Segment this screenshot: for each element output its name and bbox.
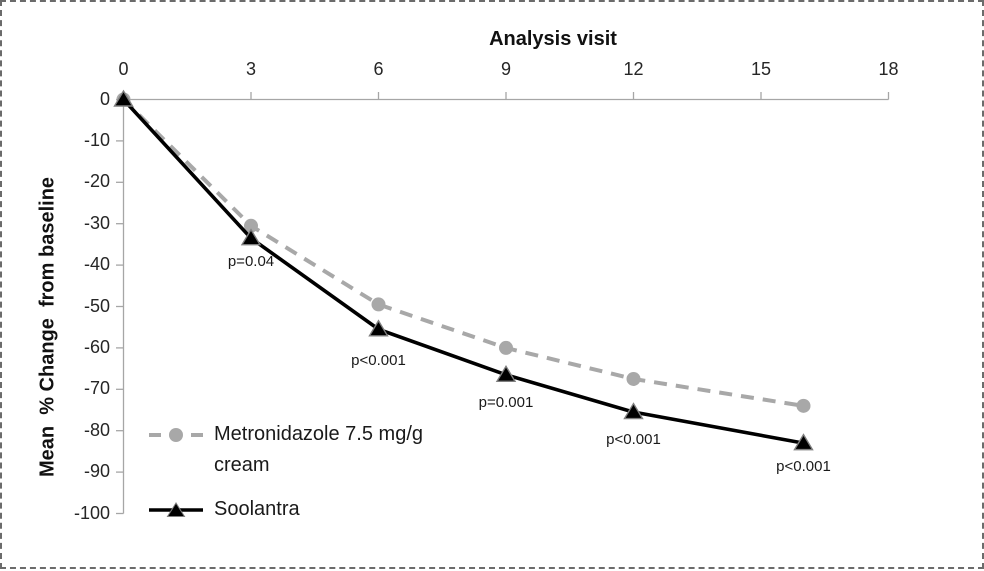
- y-tick-label: -10: [83, 129, 110, 150]
- x-tick-label: 6: [373, 59, 384, 79]
- p-value-label-week6: p<0.001: [351, 352, 406, 370]
- x-tick-label: 18: [878, 59, 899, 79]
- y-tick-label: -100: [73, 502, 110, 523]
- legend-item-metronidazole: Metronidazole 7.5 mg/g cream: [147, 419, 547, 481]
- y-tick-label: -40: [83, 254, 110, 275]
- x-tick-label: 12: [623, 59, 644, 79]
- triangle-marker: [113, 89, 134, 107]
- circle-marker: [499, 340, 513, 355]
- y-tick-label: -30: [83, 212, 110, 233]
- legend-label-soolantra: Soolantra: [214, 498, 300, 520]
- y-tick-label: -90: [83, 461, 110, 482]
- x-axis-title: Analysis visit: [489, 28, 617, 50]
- x-tick-label: 9: [500, 59, 511, 79]
- y-tick-label: -70: [83, 378, 110, 399]
- x-tick-label: 3: [245, 59, 256, 79]
- triangle-marker: [793, 433, 814, 451]
- series-line-metronidazole: [122, 98, 804, 408]
- y-tick-label: -80: [83, 419, 110, 440]
- y-tick-label: -50: [83, 295, 110, 316]
- x-tick-label: 0: [118, 59, 129, 79]
- triangle-marker: [240, 228, 262, 246]
- p-value-label-week16: p<0.001: [776, 457, 831, 475]
- p-value-label-week9: p=0.001: [478, 393, 534, 411]
- p-value-label-week12: p<0.001: [606, 431, 661, 449]
- legend-label-metronidazole: Metronidazole 7.5 mg/g cream: [214, 423, 424, 476]
- solid-line-triangle-marker-icon: [149, 502, 203, 517]
- y-tick-label: 0: [99, 88, 110, 109]
- triangle-marker: [623, 402, 644, 420]
- dashed-line-circle-marker-icon: [149, 428, 203, 442]
- circle-marker: [371, 297, 386, 312]
- triangle-marker: [368, 319, 389, 337]
- y-tick-label: -60: [83, 336, 110, 357]
- legend-item-soolantra: Soolantra: [147, 494, 547, 525]
- circle-marker: [244, 218, 258, 233]
- x-tick-label: 15: [750, 59, 772, 79]
- circle-marker: [626, 371, 641, 386]
- triangle-marker: [495, 364, 517, 383]
- p-value-label-week3: p=0.04: [227, 253, 275, 271]
- legend: Metronidazole 7.5 mg/g cream Soolantra: [147, 419, 547, 538]
- circle-marker: [796, 398, 811, 413]
- y-tick-label: -20: [83, 171, 110, 192]
- series-line-soolantra: [122, 98, 804, 445]
